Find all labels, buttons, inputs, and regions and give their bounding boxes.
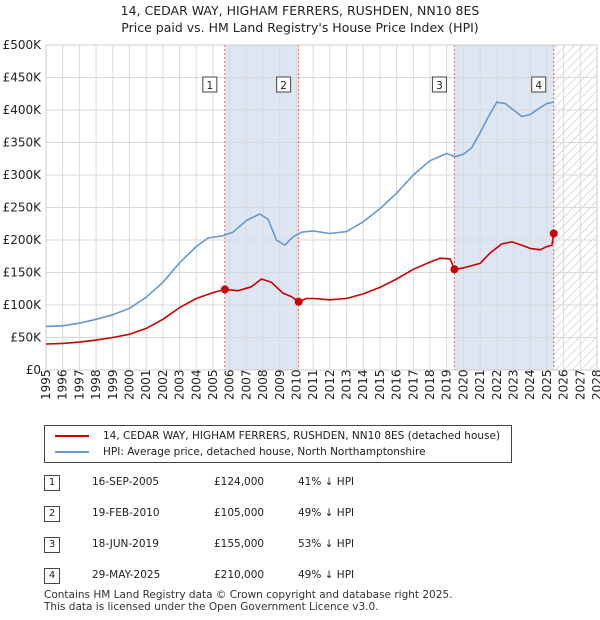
x-tick-label: 2024 [523,369,537,400]
sale-number-box [431,76,447,93]
sale-number: 1 [44,475,60,491]
sale-date: 19-FEB-2010 [92,507,160,519]
x-tick-label: 2018 [423,369,437,400]
legend-blue-label: HPI: Average price, detached house, Nort… [103,446,426,458]
x-tick-label: 2025 [540,369,554,400]
sale-row: 2 19-FEB-2010 £105,000 49% ↓ HPI [44,506,444,524]
y-tick-label: £400K [3,103,43,117]
sale-hpi: 53% ↓ HPI [298,538,355,550]
x-tick-label: 1998 [89,369,103,400]
legend: 14, CEDAR WAY, HIGHAM FERRERS, RUSHDEN, … [44,425,512,463]
sale-date: 18-JUN-2019 [92,538,159,550]
sale-row: 1 16-SEP-2005 £124,000 41% ↓ HPI [44,475,444,493]
hpi-line [45,101,554,328]
y-tick-label: £150K [3,266,43,280]
sale-date: 29-MAY-2025 [92,569,161,581]
sale-row: 4 29-MAY-2025 £210,000 49% ↓ HPI [44,568,444,586]
x-tick-label: 2017 [406,369,420,400]
sale-price: £105,000 [214,507,265,519]
legend-item-property: 14, CEDAR WAY, HIGHAM FERRERS, RUSHDEN, … [55,429,500,443]
legend-blue-swatch [55,451,89,453]
sale-price: £155,000 [214,538,265,550]
sale-number: 4 [44,568,60,584]
x-tick-label: 2002 [156,369,170,400]
sale-point [549,229,558,238]
legend-red-label: 14, CEDAR WAY, HIGHAM FERRERS, RUSHDEN, … [103,430,501,442]
x-tick-label: 2012 [323,369,337,400]
y-tick-label: £250K [3,201,43,215]
x-tick-label: 2003 [173,369,187,400]
x-tick-label: 2015 [373,369,387,400]
x-tick-label: 2005 [206,369,220,400]
y-tick-label: £450K [3,71,43,85]
sale-hpi: 49% ↓ HPI [298,569,355,581]
y-tick-label: £0 [26,363,41,377]
sale-price: £124,000 [214,476,265,488]
y-tick-label: £200K [3,233,43,247]
sale-number-label: 4 [535,80,542,92]
sale-number: 3 [44,537,60,553]
x-tick-label: 1995 [39,369,53,400]
footer-copyright: Contains HM Land Registry data © Crown c… [44,589,453,601]
sale-point [220,285,229,294]
y-tick-label: £500K [3,38,43,52]
x-tick-label: 2021 [473,369,487,400]
sale-number-box [202,76,218,93]
x-tick-label: 2027 [573,369,587,400]
y-tick-label: £100K [3,298,43,312]
y-tick-label: £350K [3,136,43,150]
sale-hpi: 41% ↓ HPI [298,476,355,488]
x-tick-label: 2022 [490,369,504,400]
x-tick-label: 2010 [289,369,303,400]
sale-hpi: 49% ↓ HPI [298,507,355,519]
x-tick-label: 2007 [239,369,253,400]
x-tick-label: 2001 [139,369,153,400]
sale-date: 16-SEP-2005 [92,476,160,488]
x-tick-label: 2026 [557,369,571,400]
x-tick-label: 2023 [507,369,521,400]
sale-price: £210,000 [214,569,265,581]
x-tick-label: 2019 [440,369,454,400]
x-tick-label: 2011 [306,369,320,400]
legend-item-hpi: HPI: Average price, detached house, Nort… [55,445,426,459]
price-chart: £0 £50K £100K £150K £200K £250K £300K £350K £400… [3,38,600,400]
sale-number-box [531,76,547,93]
sale-number-label: 3 [436,80,443,92]
x-tick-label: 2014 [356,369,370,400]
sale-number-label: 2 [280,80,287,92]
y-tick-label: £300K [3,168,43,182]
x-tick-label: 1996 [56,369,70,400]
x-tick-label: 2013 [340,369,354,400]
x-tick-label: 1997 [72,369,86,400]
sale-point [450,265,459,274]
sale-point [294,297,303,306]
y-tick-label: £50K [10,331,42,345]
sale-number: 2 [44,506,60,522]
property-price-line [45,233,555,345]
x-tick-label: 2020 [456,369,470,400]
x-tick-label: 2000 [122,369,136,400]
x-tick-label: 2006 [223,369,237,400]
sale-row: 3 18-JUN-2019 £155,000 53% ↓ HPI [44,537,444,555]
sale-number-box [276,76,292,93]
x-tick-label: 2008 [256,369,270,400]
legend-red-swatch [55,435,89,437]
x-tick-label: 2009 [273,369,287,400]
chart-subtitle: Price paid vs. HM Land Registry's House … [121,20,479,35]
x-tick-label: 2004 [189,369,203,400]
footer: Contains HM Land Registry data © Crown c… [44,589,452,613]
sale-number-label: 1 [206,80,213,92]
x-tick-label: 2028 [590,369,600,400]
chart-title: 14, CEDAR WAY, HIGHAM FERRERS, RUSHDEN, … [120,3,480,18]
x-tick-label: 1999 [106,369,120,400]
footer-licence: This data is licensed under the Open Gov… [44,601,379,613]
x-tick-label: 2016 [390,369,404,400]
plot-frame [45,44,598,371]
